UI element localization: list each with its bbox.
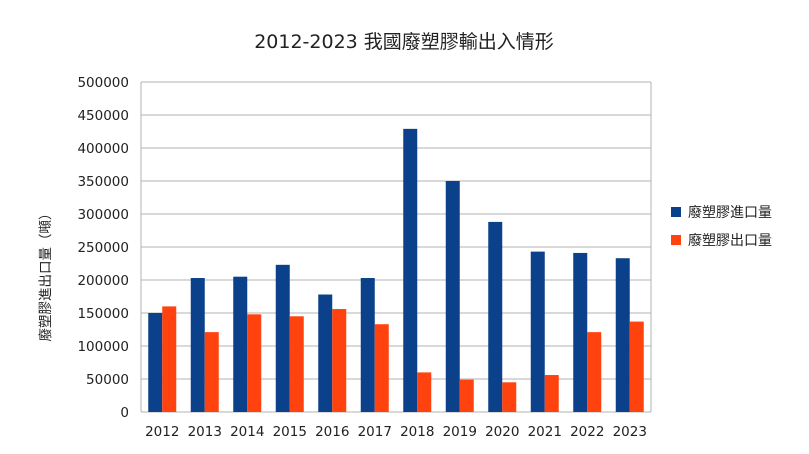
x-tick-label: 2019 [443,424,477,440]
gridlines [141,81,651,413]
bars [148,128,644,413]
bar-export-2023 [629,321,644,412]
plot-area [140,82,652,412]
y-tick-label: 500000 [77,75,129,91]
bar-import-2020 [488,221,503,412]
bar-export-2015 [289,316,304,412]
legend-swatch [671,235,681,245]
bar-export-2020 [502,382,517,412]
x-tick-label: 2020 [485,424,519,440]
x-axis-ticks: 2012 2013 2014 2015 2016 2017 2018 2019 2020 2021… [145,424,647,440]
bar-export-2017 [374,324,389,412]
bar-import-2016 [318,294,333,412]
bar-import-2015 [275,264,290,412]
x-tick-label: 2023 [613,424,647,440]
bar-import-2014 [233,276,248,412]
bar-import-2017 [360,278,375,412]
x-tick-label: 2012 [145,424,179,440]
y-tick-label: 300000 [77,207,129,223]
bar-export-2019 [459,379,474,412]
bar-export-2014 [247,314,262,412]
bar-export-2022 [587,332,602,412]
y-tick-label: 400000 [77,141,129,157]
bar-export-2016 [332,309,347,412]
y-tick-label: 200000 [77,273,129,289]
x-tick-label: 2016 [315,424,349,440]
bar-import-2019 [445,181,460,412]
y-axis-ticks: 0 50000 100000 150000 200000 250000 300000 3500… [77,75,129,421]
bar-import-2022 [573,252,588,412]
x-tick-label: 2017 [358,424,392,440]
x-tick-label: 2018 [400,424,434,440]
y-tick-label: 150000 [77,306,129,322]
y-tick-label: 350000 [77,174,129,190]
bar-import-2012 [148,313,163,412]
x-tick-label: 2015 [273,424,307,440]
legend-label: 廢塑膠進口量 [688,204,772,221]
x-tick-label: 2021 [528,424,562,440]
y-tick-label: 0 [120,405,129,421]
bar-import-2013 [190,278,205,412]
x-tick-label: 2013 [188,424,222,440]
y-tick-label: 250000 [77,240,129,256]
bar-export-2021 [544,375,559,412]
x-tick-label: 2022 [570,424,604,440]
bar-import-2018 [403,128,418,413]
y-tick-label: 100000 [77,339,129,355]
y-tick-label: 50000 [86,372,129,388]
bar-import-2023 [615,258,630,412]
chart-title: 2012-2023 我國廢塑膠輸出入情形 [254,31,554,53]
y-tick-label: 450000 [77,108,129,124]
bar-export-2013 [204,332,219,412]
legend-label: 廢塑膠出口量 [688,232,772,249]
x-tick-label: 2014 [230,424,264,440]
bar-import-2021 [530,251,545,412]
legend-swatch [671,207,681,217]
bar-export-2018 [417,372,432,412]
y-axis-label: 廢塑膠進出口量（噸） [38,207,54,342]
bar-export-2012 [162,306,177,412]
